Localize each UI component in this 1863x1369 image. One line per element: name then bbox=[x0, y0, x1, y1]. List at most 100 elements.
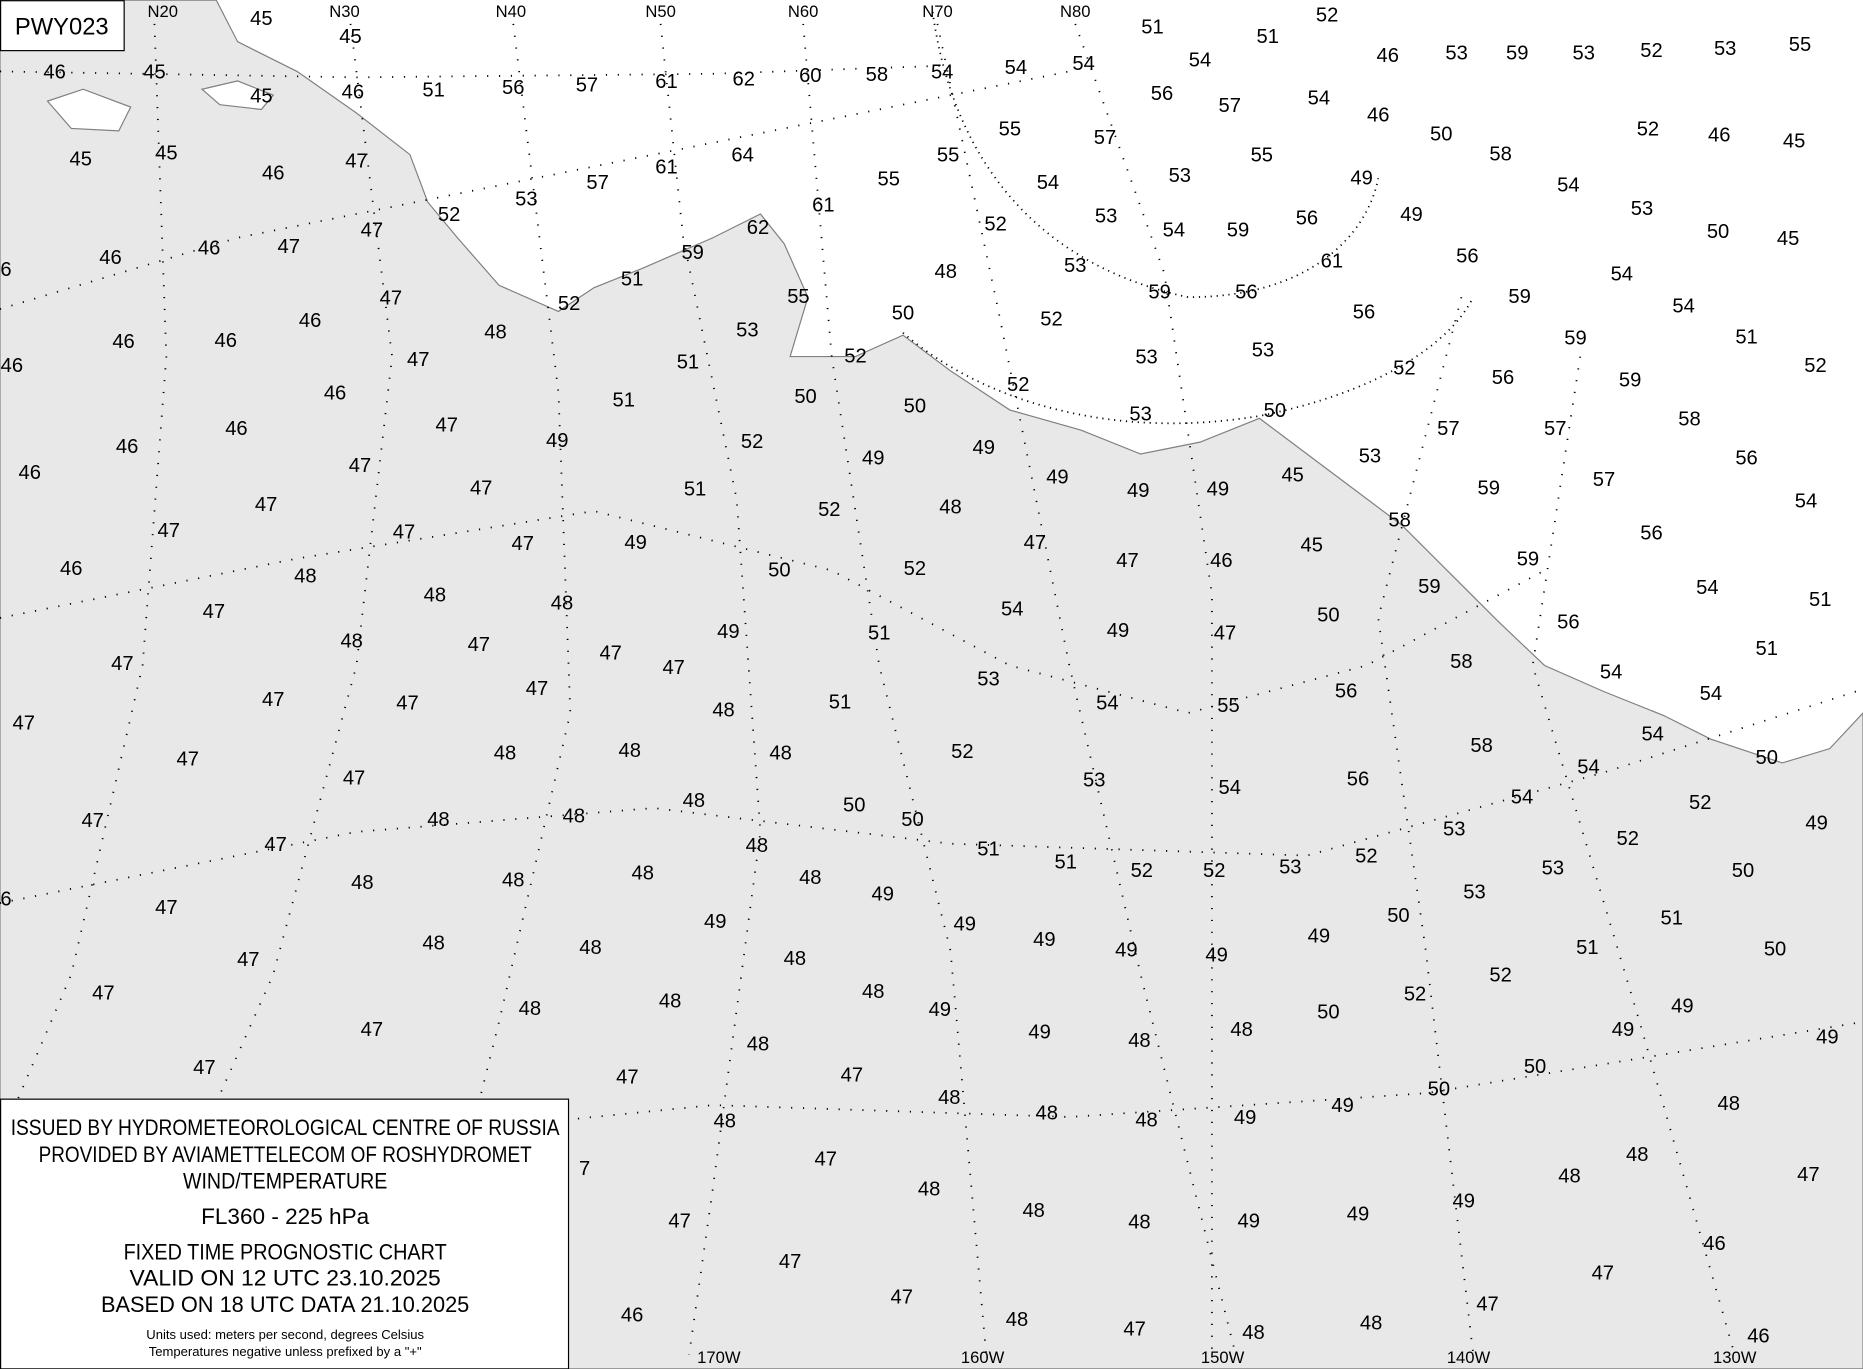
temperature-label: 49 bbox=[1234, 1107, 1256, 1129]
temperature-label: 54 bbox=[1611, 264, 1633, 286]
temperature-label: 47 bbox=[470, 477, 492, 499]
temperature-label: 47 bbox=[396, 692, 418, 714]
temperature-label: 54 bbox=[1641, 723, 1663, 745]
temperature-label: 47 bbox=[1476, 1294, 1498, 1316]
temperature-label: 59 bbox=[1619, 369, 1641, 391]
temperature-label: 48 bbox=[551, 593, 573, 615]
temperature-label: 48 bbox=[1718, 1093, 1740, 1115]
temperature-label: 59 bbox=[1227, 220, 1249, 242]
temperature-label: 47 bbox=[393, 521, 415, 543]
temperature-label: 47 bbox=[264, 834, 286, 856]
grid-line bbox=[0, 64, 951, 79]
temperature-label: 53 bbox=[1252, 340, 1274, 362]
temperature-label: 55 bbox=[937, 145, 959, 167]
temperature-label: 54 bbox=[1189, 50, 1211, 72]
temperature-label: 45 bbox=[1281, 464, 1303, 486]
legend-box: ISSUED BY HYDROMETEOROLOGICAL CENTRE OF … bbox=[0, 1098, 570, 1369]
temperature-label: 45 bbox=[1777, 228, 1799, 250]
temperature-label: 52 bbox=[1404, 984, 1426, 1006]
temperature-label: 48 bbox=[618, 740, 640, 762]
temperature-label: 50 bbox=[1764, 938, 1786, 960]
temperature-label: 50 bbox=[1317, 1001, 1339, 1023]
temperature-label: 56 bbox=[502, 77, 524, 99]
temperature-label: 46 bbox=[1747, 1326, 1769, 1348]
temperature-label: 49 bbox=[929, 999, 951, 1021]
temperature-label: 54 bbox=[1795, 490, 1817, 512]
temperature-label: 49 bbox=[1046, 467, 1068, 489]
temperature-label: 53 bbox=[1279, 856, 1301, 878]
temperature-label: 46 bbox=[225, 418, 247, 440]
temperature-label: 54 bbox=[1005, 57, 1027, 79]
temperature-label: 48 bbox=[1022, 1200, 1044, 1222]
temperature-label: 49 bbox=[1205, 944, 1227, 966]
temperature-label: 55 bbox=[1251, 145, 1273, 167]
temperature-label: 51 bbox=[1576, 937, 1598, 959]
temperature-label: 48 bbox=[1360, 1313, 1382, 1335]
temperature-label: 50 bbox=[904, 395, 926, 417]
temperature-label: 49 bbox=[704, 911, 726, 933]
grid-line bbox=[1377, 296, 1475, 1355]
temperature-label: 50 bbox=[768, 559, 790, 581]
latitude-label: N50 bbox=[645, 2, 675, 21]
temperature-label: 49 bbox=[1453, 1190, 1475, 1212]
legend-based-on: BASED ON 18 UTC DATA 21.10.2025 bbox=[101, 1292, 469, 1317]
temperature-label: 49 bbox=[954, 913, 976, 935]
temperature-label: 47 bbox=[193, 1057, 215, 1079]
temperature-label: 48 bbox=[563, 805, 585, 827]
temperature-label: 48 bbox=[1230, 1019, 1252, 1041]
temperature-label: 48 bbox=[938, 1087, 960, 1109]
temperature-label: 50 bbox=[1732, 860, 1754, 882]
temperature-label: 52 bbox=[1637, 119, 1659, 141]
temperature-label: 57 bbox=[1218, 95, 1240, 117]
temperature-label: 52 bbox=[438, 204, 460, 226]
temperature-label: 52 bbox=[951, 741, 973, 763]
temperature-label: 46 bbox=[262, 163, 284, 185]
temperature-label: 47 bbox=[1797, 1164, 1819, 1186]
temperature-label: 54 bbox=[1001, 599, 1023, 621]
temperature-label: 47 bbox=[203, 601, 225, 623]
temperature-label: 59 bbox=[1478, 477, 1500, 499]
temperature-label: 45 bbox=[143, 62, 165, 84]
temperature-label: 49 bbox=[1033, 929, 1055, 951]
temperature-label: 62 bbox=[733, 69, 755, 91]
temperature-label: 52 bbox=[1640, 40, 1662, 62]
temperature-label: 49 bbox=[862, 448, 884, 470]
temperature-label: 47 bbox=[237, 949, 259, 971]
temperature-label: 53 bbox=[736, 319, 758, 341]
temperature-label: 53 bbox=[1083, 770, 1105, 792]
temperature-label: 55 bbox=[999, 119, 1021, 141]
legend-provided: PROVIDED BY AVIAMETTELECOM OF ROSHYDROME… bbox=[39, 1142, 532, 1167]
temperature-label: 48 bbox=[659, 991, 681, 1013]
longitude-label: 130W bbox=[1713, 1348, 1757, 1367]
temperature-label: 47 bbox=[277, 236, 299, 258]
temperature-label: 56 bbox=[1353, 302, 1375, 324]
temperature-label: 52 bbox=[818, 499, 840, 521]
temperature-label: 48 bbox=[683, 790, 705, 812]
temperature-label: 64 bbox=[731, 145, 753, 167]
temperature-label: 48 bbox=[784, 948, 806, 970]
temperature-label: 46 bbox=[1377, 45, 1399, 67]
temperature-label: 46 bbox=[621, 1304, 643, 1326]
temperature-label: 47 bbox=[815, 1149, 837, 1171]
temperature-label: 59 bbox=[1564, 328, 1586, 350]
temperature-label: 52 bbox=[741, 431, 763, 453]
temperature-label: 46 bbox=[215, 330, 237, 352]
temperature-label: 53 bbox=[1135, 347, 1157, 369]
temperature-label: 52 bbox=[1489, 965, 1511, 987]
temperature-label: 56 bbox=[1557, 612, 1579, 634]
legend-note: Temperatures negative unless prefixed by… bbox=[149, 1344, 422, 1359]
temperature-label: 49 bbox=[1207, 479, 1229, 501]
temperature-label: 57 bbox=[1437, 418, 1459, 440]
temperature-label: 46 bbox=[43, 62, 65, 84]
temperature-label: 48 bbox=[769, 742, 791, 764]
temperature-label: 49 bbox=[624, 532, 646, 554]
temperature-label: 49 bbox=[1350, 167, 1372, 189]
temperature-label: 48 bbox=[1006, 1309, 1028, 1331]
temperature-label: 50 bbox=[1264, 400, 1286, 422]
temperature-label: 49 bbox=[1028, 1022, 1050, 1044]
chart-id: PWY023 bbox=[15, 14, 109, 41]
temperature-label: 47 bbox=[81, 810, 103, 832]
temperature-label: 6 bbox=[0, 259, 11, 281]
temperature-label: 48 bbox=[1128, 1030, 1150, 1052]
temperature-label: 47 bbox=[662, 657, 684, 679]
